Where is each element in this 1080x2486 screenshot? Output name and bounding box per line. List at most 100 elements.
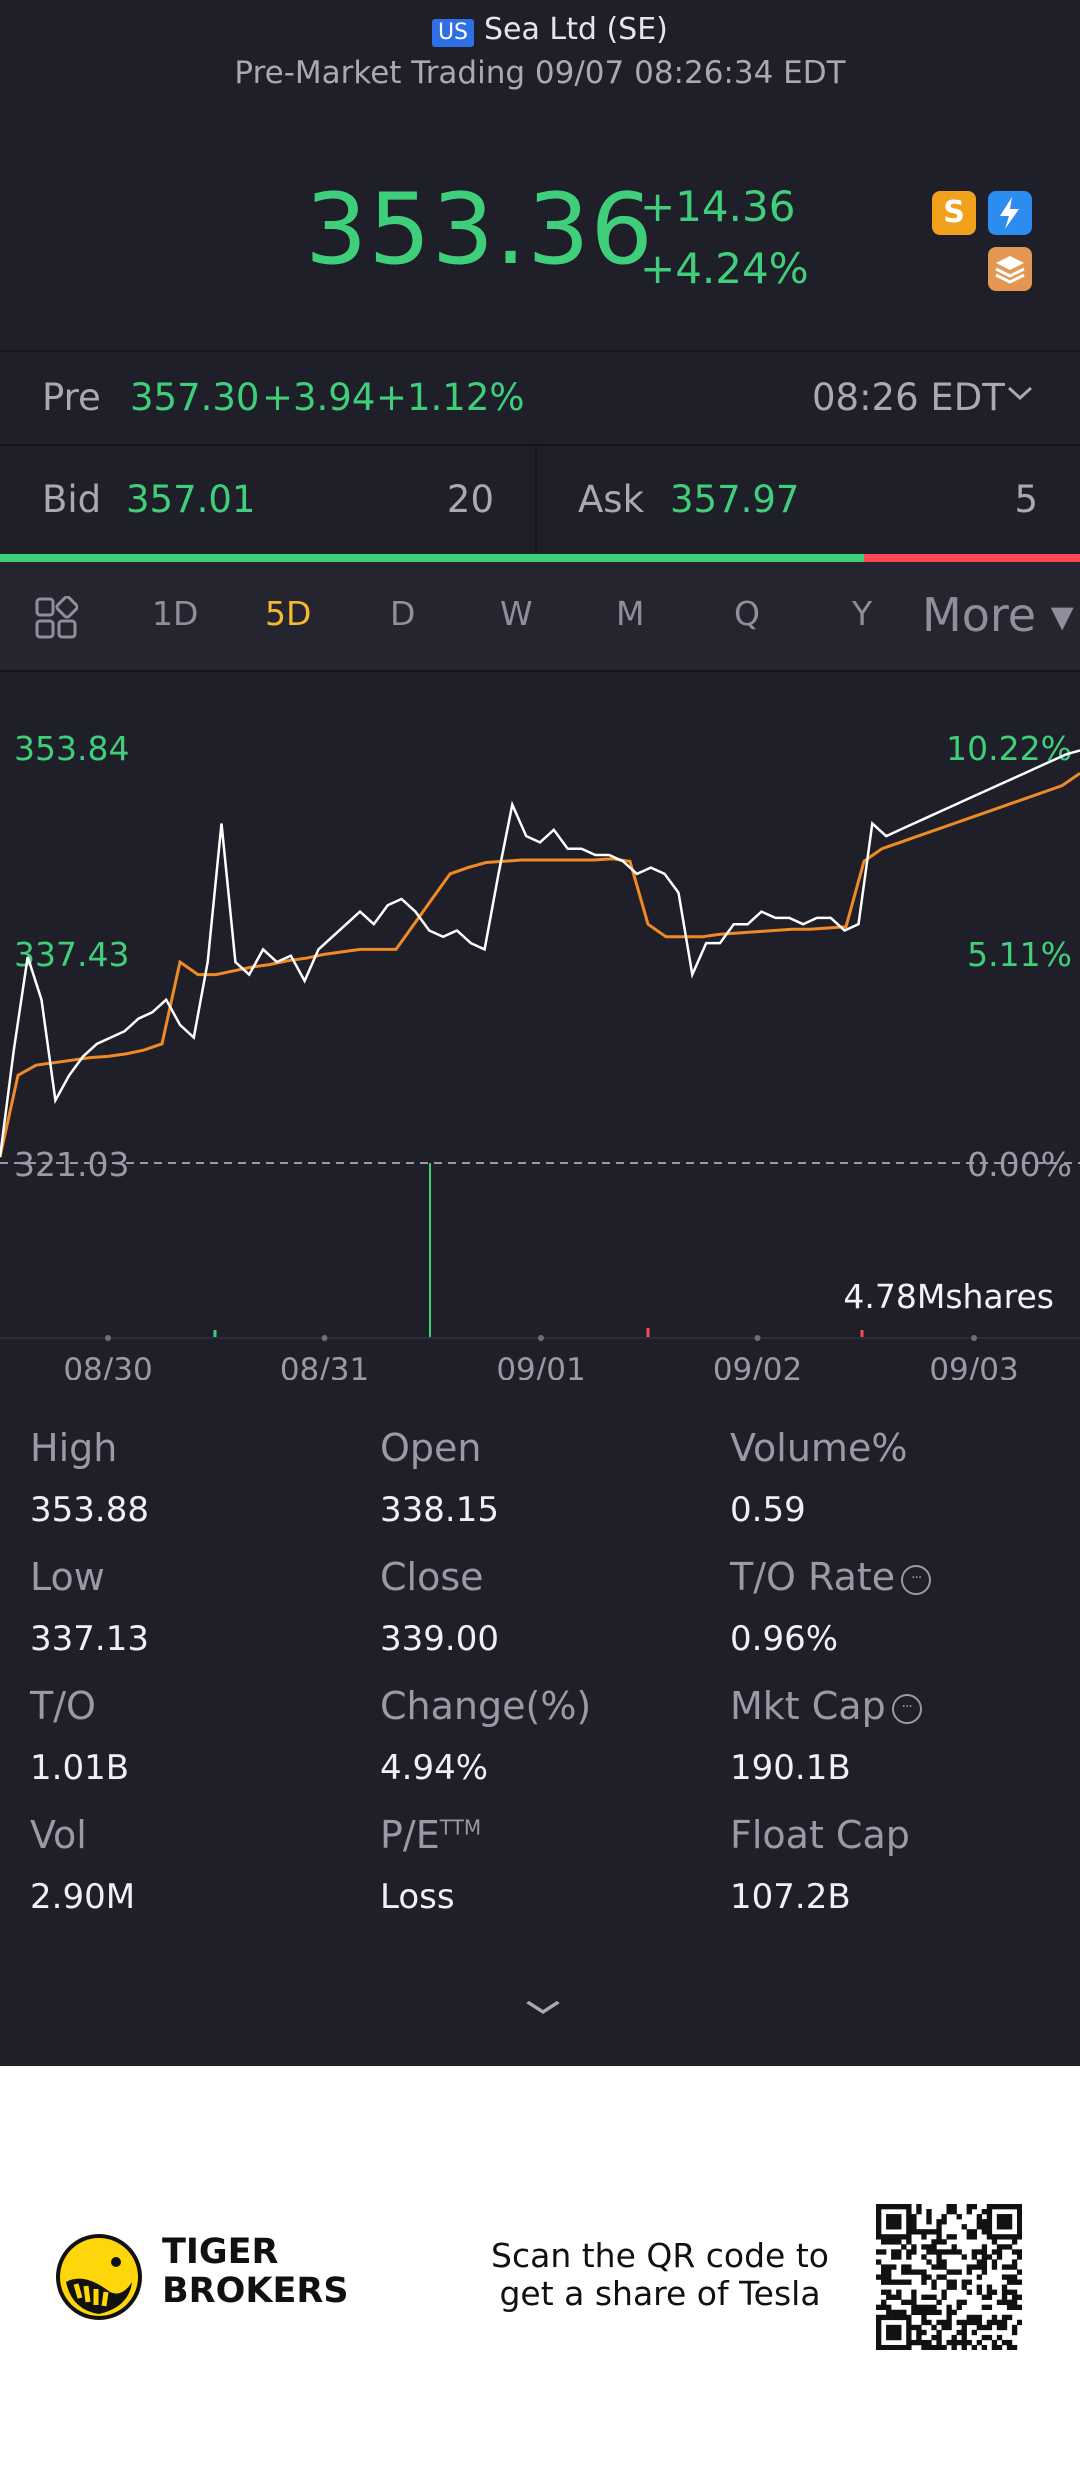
chart-period-tabs — [0, 562, 1080, 670]
ask-ratio-bar — [864, 554, 1080, 562]
stat-value: 339.00 — [380, 1619, 499, 1659]
stat-label-text: Open — [380, 1426, 482, 1470]
price-change-percent: +4.24% — [640, 244, 809, 293]
stat-label-superscript: TTM — [439, 1815, 482, 1840]
stat-value: 2.90M — [30, 1877, 136, 1917]
brand-line-1: TIGER — [162, 2232, 279, 2272]
brand-name: TIGER BROKERS — [162, 2233, 349, 2311]
promo-text: Scan the QR code to get a share of Tesla — [480, 2237, 840, 2313]
price-change: +14.36 — [640, 182, 796, 231]
quote-header — [0, 0, 1080, 350]
stat-label: Volume% — [730, 1426, 907, 1470]
price-line — [0, 749, 1080, 1158]
tab-q[interactable]: Q — [734, 594, 760, 633]
x-tick-dot — [538, 1335, 544, 1341]
bid-ratio-bar — [0, 554, 864, 562]
last-price: 353.36 — [305, 173, 654, 287]
info-icon[interactable]: ··· — [891, 1693, 922, 1724]
stat-label: P/ETTM — [380, 1813, 481, 1857]
chevron-down-icon[interactable] — [1005, 374, 1035, 422]
stat-label[interactable]: T/O Rate ··· — [730, 1555, 932, 1599]
divider — [0, 350, 1080, 352]
ask-size: 5 — [1014, 478, 1038, 521]
stock-title: Sea Ltd (SE) — [484, 12, 668, 47]
info-icon[interactable]: ··· — [901, 1564, 932, 1595]
stat-label[interactable]: Mkt Cap ··· — [730, 1684, 922, 1728]
stat-label: T/O — [30, 1684, 96, 1728]
pre-market-change: +3.94 — [262, 376, 376, 419]
stat-label: Float Cap — [730, 1813, 910, 1857]
volume-label: 4.78Mshares — [843, 1277, 1054, 1316]
stat-label-text: Vol — [30, 1813, 87, 1857]
stat-label-text: T/O — [30, 1684, 96, 1728]
expand-chevron-icon[interactable] — [522, 1990, 564, 2031]
tab-1d[interactable]: 1D — [152, 594, 199, 633]
stat-label-text: T/O Rate — [730, 1555, 896, 1599]
tiger-logo-icon — [54, 2232, 144, 2322]
market-tag: US — [432, 19, 474, 47]
stat-label: Change(%) — [380, 1684, 591, 1728]
x-tick-dot — [971, 1335, 977, 1341]
x-tick-label: 08/31 — [280, 1352, 369, 1380]
ask-price: 357.97 — [670, 478, 800, 521]
stat-label: High — [30, 1426, 117, 1470]
tab-w[interactable]: W — [500, 594, 533, 633]
stat-label-text: Low — [30, 1555, 105, 1599]
stat-label-text: Change(%) — [380, 1684, 592, 1728]
tab-y[interactable]: Y — [852, 594, 873, 633]
stat-value: 190.1B — [730, 1748, 851, 1788]
promo-line-2: get a share of Tesla — [499, 2274, 821, 2313]
x-tick-label: 09/01 — [496, 1352, 585, 1380]
x-tick-dot — [754, 1335, 761, 1341]
stat-value: 0.59 — [730, 1490, 806, 1530]
stat-value: 4.94% — [380, 1748, 489, 1788]
tab-d[interactable]: D — [390, 594, 416, 633]
dollar-badge-icon[interactable]: S — [932, 191, 976, 235]
divider — [0, 444, 1080, 446]
pre-market-change-percent: +1.12% — [376, 376, 525, 419]
intraday-chart[interactable]: 353.84 337.43 321.03 10.22% 5.11% 0.00% … — [0, 670, 1080, 1380]
stat-label: Close — [380, 1555, 484, 1599]
layers-badge-icon[interactable] — [988, 247, 1032, 291]
stat-label-text: Mkt Cap — [730, 1684, 886, 1728]
y-tick-mid-left: 337.43 — [14, 935, 129, 974]
stat-value: 353.88 — [30, 1490, 149, 1530]
bid-price: 357.01 — [126, 478, 256, 521]
brand-line-2: BROKERS — [162, 2271, 349, 2311]
stat-label-text: High — [30, 1426, 118, 1470]
stat-label-text: Float Cap — [730, 1813, 910, 1857]
bid-size: 20 — [446, 478, 494, 521]
stat-value: 107.2B — [730, 1877, 851, 1917]
stat-label-text: P/E — [380, 1813, 440, 1857]
x-tick-dot — [321, 1335, 328, 1341]
volume-bars — [213, 1163, 864, 1338]
y-tick-top-left: 353.84 — [14, 729, 129, 768]
qr-code-icon — [876, 2204, 1022, 2350]
stat-value: 1.01B — [30, 1748, 130, 1788]
stat-value: Loss — [380, 1877, 455, 1917]
pre-market-price: 357.30 — [130, 376, 260, 419]
stat-label: Open — [380, 1426, 482, 1470]
promo-line-1: Scan the QR code to — [491, 2236, 829, 2275]
y-tick-bottom-right: 0.00% — [967, 1145, 1072, 1184]
grid-layout-icon[interactable] — [34, 595, 79, 640]
pre-market-time[interactable]: 08:26 EDT — [812, 376, 1005, 419]
x-tick-label: 09/03 — [929, 1352, 1018, 1380]
promo-footer — [0, 2066, 1080, 2486]
stat-label-text: Close — [380, 1555, 484, 1599]
tab-5d[interactable]: 5D — [265, 594, 312, 633]
y-tick-mid-right: 5.11% — [967, 935, 1072, 974]
ask-label: Ask — [578, 478, 645, 521]
tab-more[interactable]: More ▾ — [922, 588, 1074, 642]
pre-market-label: Pre — [42, 376, 101, 419]
lightning-badge-icon[interactable] — [988, 191, 1032, 235]
bid-label: Bid — [42, 478, 102, 521]
average-price-line — [0, 771, 1080, 1158]
stat-label: Vol — [30, 1813, 87, 1857]
stat-value: 0.96% — [730, 1619, 839, 1659]
x-tick-dot — [105, 1335, 111, 1341]
y-tick-top-right: 10.22% — [946, 729, 1072, 768]
stat-label: Low — [30, 1555, 105, 1599]
x-tick-label: 08/30 — [63, 1352, 152, 1380]
tab-m[interactable]: M — [616, 594, 645, 633]
